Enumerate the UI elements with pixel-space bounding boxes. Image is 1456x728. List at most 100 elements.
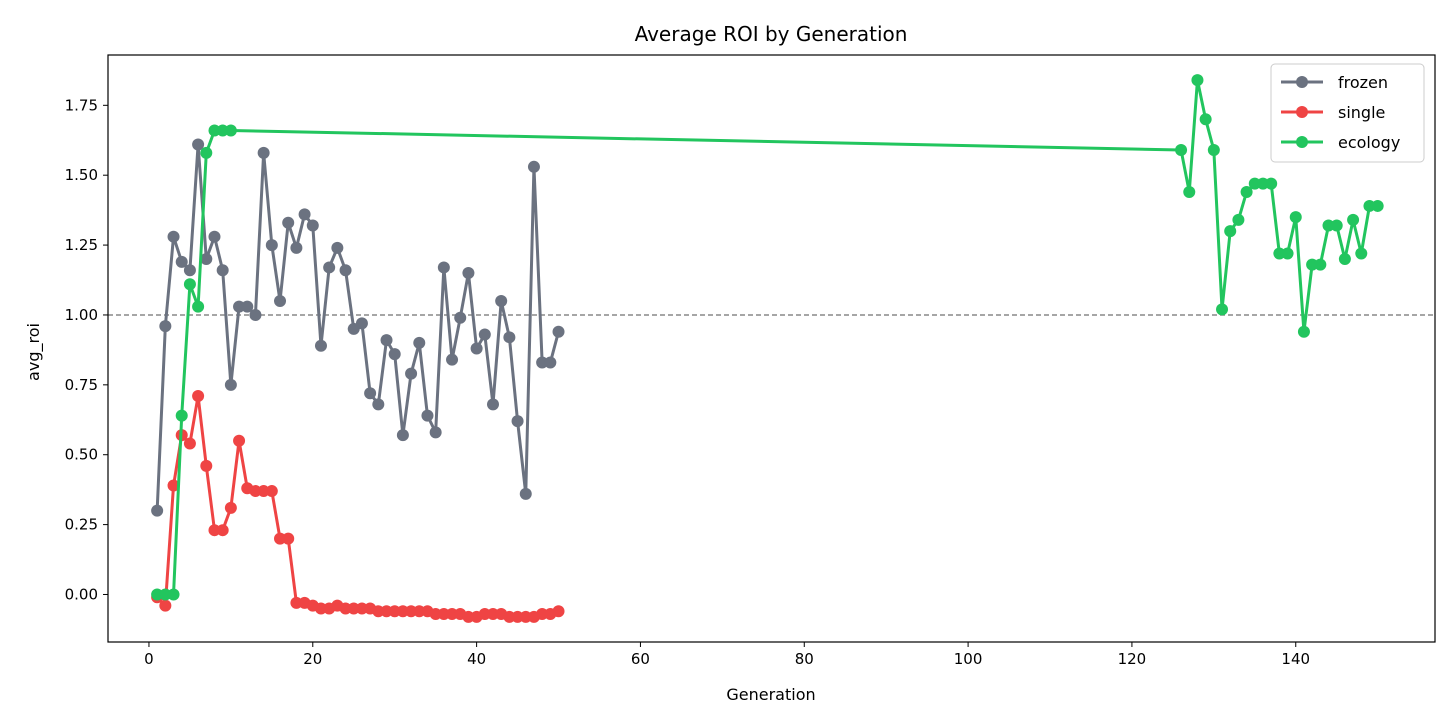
frozen-point [519,487,532,500]
y-tick-label: 1.00 [65,306,98,324]
series-ecology [151,74,1384,601]
ecology-point [1297,325,1310,338]
frozen-point [454,311,467,324]
frozen-point [372,398,385,411]
frozen-point [323,261,336,274]
ecology-point [1191,74,1204,87]
frozen-point [380,334,393,347]
single-point [265,485,278,498]
frozen-point [544,356,557,369]
single-point [200,459,213,472]
single-point [233,434,246,447]
frozen-point [462,267,475,280]
frozen-point [486,398,499,411]
frozen-point [495,294,508,307]
y-axis: 0.00 0.25 0.50 0.75 1.00 1.25 1.50 1.75 [65,96,108,603]
x-tick-label: 60 [631,650,650,668]
frozen-point [192,138,205,151]
frozen-point [421,409,434,422]
ecology-point [192,300,205,313]
ecology-point [1175,144,1188,157]
ecology-point [1265,177,1278,190]
frozen-point [216,264,229,277]
frozen-point [298,208,311,221]
legend-marker-single [1296,106,1308,118]
ecology-point [1207,144,1220,157]
frozen-point [200,253,213,266]
ecology-point [1289,211,1302,224]
x-axis-label: Generation [726,685,815,704]
x-tick-label: 20 [303,650,322,668]
ecology-point [1330,219,1343,232]
ecology-point [1355,247,1368,260]
frozen-point [552,325,565,338]
y-tick-label: 0.50 [65,446,98,464]
ecology-point [183,278,196,291]
single-point [224,501,237,514]
frozen-point [405,367,418,380]
y-tick-label: 0.00 [65,585,98,603]
frozen-point [151,504,164,517]
ecology-point [1232,213,1245,226]
single-point [159,599,172,612]
frozen-point [355,317,368,330]
ecology-point [1240,185,1253,198]
frozen-point [159,320,172,333]
frozen-point [429,426,442,439]
frozen-point [167,230,180,243]
frozen-point [208,230,221,243]
frozen-point [249,308,262,321]
single-point [192,390,205,403]
series-single [151,390,565,623]
single-point [282,532,295,545]
frozen-point [274,294,287,307]
frozen-point [470,342,483,355]
plot-frame [107,54,1436,643]
frozen-point [446,353,459,366]
frozen-point [364,387,377,400]
y-tick-label: 1.50 [65,166,98,184]
ecology-point [1224,225,1237,238]
y-tick-label: 0.25 [65,516,98,534]
y-tick-label: 1.25 [65,236,98,254]
legend-label-frozen: frozen [1338,73,1388,92]
single-point [167,479,180,492]
ecology-point [1199,113,1212,126]
ecology-point [1371,199,1384,212]
ecology-point [200,146,213,159]
single-point [216,524,229,537]
legend-label-ecology: ecology [1338,133,1400,152]
frozen-point [224,378,237,391]
y-tick-label: 0.75 [65,376,98,394]
plot-area [108,74,1435,623]
ecology-point [224,124,237,137]
x-tick-label: 120 [1118,650,1147,668]
frozen-point [290,241,303,254]
ecology-point [1281,247,1294,260]
ecology-point [1216,303,1229,316]
single-point [552,605,565,618]
legend-marker-ecology [1296,136,1308,148]
legend: frozen single ecology [1270,63,1425,163]
ecology-point [167,588,180,601]
ecology-point [1347,213,1360,226]
x-tick-label: 0 [144,650,154,668]
series-frozen [151,138,565,517]
legend-marker-frozen [1296,76,1308,88]
frozen-point [511,415,524,428]
frozen-point [183,264,196,277]
legend-box [1270,63,1425,163]
x-axis: 0 20 40 60 80 100 120 140 [144,642,1310,668]
frozen-point [478,328,491,341]
frozen-point [527,160,540,173]
frozen-point [413,336,426,349]
x-tick-label: 40 [467,650,486,668]
ecology-point [1314,258,1327,271]
frozen-point [306,219,319,232]
chart-title: Average ROI by Generation [635,22,908,46]
legend-label-single: single [1338,103,1385,122]
ecology-point [1338,253,1351,266]
y-tick-label: 1.75 [65,96,98,114]
